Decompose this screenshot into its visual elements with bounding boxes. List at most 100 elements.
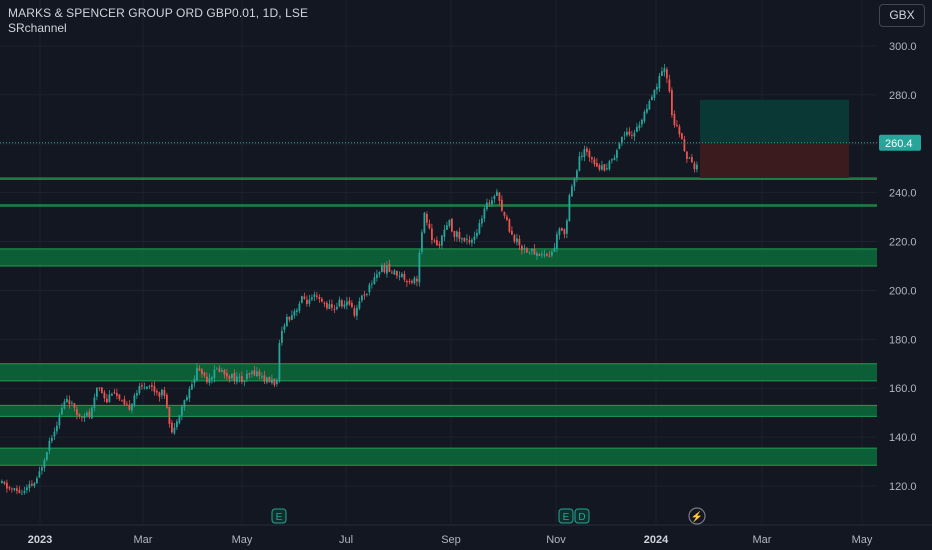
candle-body (6, 482, 8, 489)
candle-body (116, 393, 118, 396)
current-price-badge (879, 134, 921, 151)
candle-body (36, 478, 38, 484)
candle-body (16, 488, 18, 491)
candle-body (88, 411, 91, 418)
candle-body (553, 247, 556, 252)
candle-body (153, 386, 156, 392)
candle-body (398, 275, 401, 277)
sr-zone (0, 448, 877, 466)
long-position-tool[interactable] (700, 99, 849, 178)
candle-body (91, 407, 93, 419)
candle-body (641, 119, 643, 125)
candle-body (236, 376, 238, 383)
candle-body (571, 186, 573, 197)
price-tick-label: 240.0 (889, 188, 917, 200)
candle-body (448, 219, 451, 226)
candle-body (461, 238, 463, 240)
candle-body (606, 168, 608, 170)
sr-zones (0, 177, 877, 466)
candle-body (161, 389, 163, 396)
candle-body (213, 369, 216, 379)
earnings-marker[interactable] (271, 508, 287, 524)
candle-body (313, 294, 316, 297)
candle-body (318, 297, 321, 299)
price-axis[interactable]: 120.0140.0160.0180.0200.0220.0240.0260.0… (879, 41, 921, 493)
candle-body (536, 253, 538, 256)
candle-body (478, 223, 481, 234)
dividend-marker[interactable] (574, 508, 590, 524)
candle-body (73, 403, 76, 408)
candle-body (451, 218, 453, 232)
time-tick-label: Mar (753, 534, 772, 546)
candle-body (321, 298, 323, 302)
candle-body (406, 281, 408, 283)
candle-body (626, 131, 628, 136)
lightning-icon[interactable] (688, 507, 706, 525)
candle-body (356, 307, 358, 316)
candle-body (23, 490, 26, 493)
candle-body (588, 150, 591, 158)
candle-body (171, 422, 173, 433)
candle-body (573, 179, 576, 187)
candle-body (133, 395, 136, 405)
candle-body (581, 155, 583, 158)
candle-body (506, 216, 508, 220)
candle-body (658, 76, 661, 89)
candle-body (468, 240, 471, 243)
indicator-label[interactable]: SRchannel (8, 21, 67, 35)
candle-body (613, 157, 616, 160)
event-markers[interactable]: E E D ⚡ (271, 507, 706, 525)
candle-body (546, 253, 548, 256)
candle-body (341, 300, 343, 307)
candle-body (386, 265, 388, 274)
candle-body (458, 231, 461, 239)
candle-body (43, 460, 46, 468)
candle-body (483, 208, 486, 219)
profit-zone[interactable] (700, 99, 849, 143)
earnings-marker[interactable] (558, 508, 574, 524)
candle-body (176, 421, 178, 428)
candle-body (673, 114, 676, 126)
candle-body (241, 375, 243, 382)
candle-body (421, 232, 423, 252)
candle-body (201, 369, 203, 374)
time-tick-label: Nov (546, 534, 566, 546)
candle-body (76, 409, 78, 415)
candle-body (668, 79, 671, 92)
candle-body (661, 71, 663, 76)
candle-body (586, 148, 588, 152)
candle-body (138, 386, 141, 394)
candle-body (68, 400, 71, 405)
candle-body (78, 414, 81, 417)
candle-body (541, 253, 543, 256)
candle-body (611, 159, 613, 161)
candle-body (678, 126, 681, 135)
candle-body (348, 300, 351, 305)
candle-body (156, 391, 158, 393)
time-tick-label: Sep (441, 534, 461, 546)
currency-button[interactable]: GBX (879, 4, 925, 27)
candle-body (13, 488, 16, 490)
candle-body (608, 161, 611, 170)
stop-loss-zone[interactable] (700, 142, 849, 178)
candle-body (131, 403, 133, 411)
candle-body (8, 487, 11, 489)
candle-body (561, 228, 563, 231)
candle-body (123, 399, 126, 405)
candle-body (538, 254, 541, 256)
candle-body (471, 239, 473, 243)
candle-body (208, 378, 211, 383)
candle-body (126, 403, 128, 405)
candle-body (601, 165, 603, 170)
candle-body (323, 302, 326, 304)
candle-body (631, 135, 633, 136)
candle-body (263, 375, 266, 382)
price-tick-label: 160.0 (889, 383, 917, 395)
candle-body (393, 270, 396, 275)
time-axis[interactable]: 2023 Mar May Jul Sep Nov 2024 Mar May (0, 524, 932, 546)
candle-body (83, 416, 86, 419)
sr-zone (0, 363, 877, 381)
candle-body (221, 370, 223, 372)
candle-body (248, 373, 251, 375)
